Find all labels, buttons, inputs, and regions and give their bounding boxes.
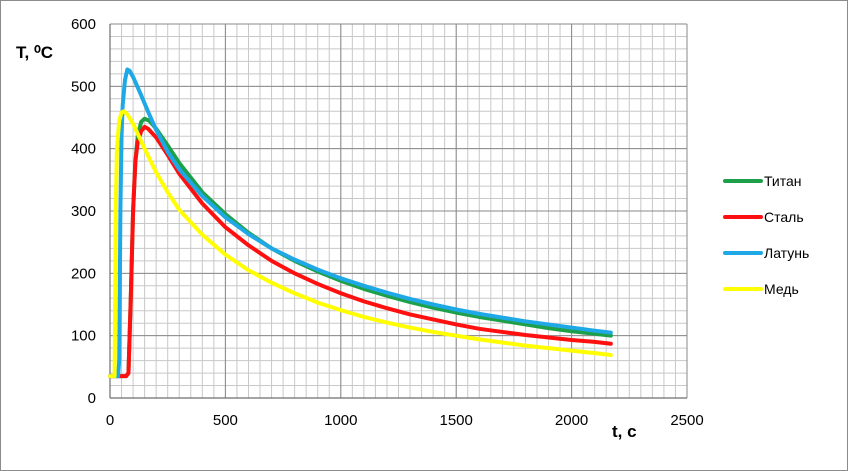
major-gridlines — [109, 23, 688, 399]
axes — [109, 24, 687, 399]
y-tick-label: 500 — [71, 78, 96, 95]
x-tick-label: 0 — [106, 412, 114, 429]
x-tick-label: 500 — [213, 412, 238, 429]
x-tick-label: 2500 — [670, 412, 703, 429]
legend: Титан Сталь Латунь Медь — [723, 173, 809, 297]
x-tick-label: 1000 — [324, 412, 357, 429]
legend-label: Сталь — [764, 209, 804, 225]
series-line — [108, 109, 613, 379]
y-tick-label: 400 — [71, 141, 96, 158]
x-axis-title: t, с — [612, 422, 637, 441]
legend-label: Латунь — [764, 245, 809, 261]
x-tick-labels: 0 500 1000 1500 2000 2500 — [106, 412, 704, 429]
series-line — [108, 67, 613, 379]
y-tick-labels: 0 100 200 300 400 500 600 — [71, 16, 96, 407]
legend-label: Медь — [764, 281, 799, 297]
legend-label: Титан — [764, 173, 802, 189]
series-line — [108, 124, 613, 379]
y-axis-title: T, ⁰C — [16, 43, 53, 62]
series-lines — [108, 67, 613, 379]
x-tick-label: 2000 — [555, 412, 588, 429]
y-tick-label: 200 — [71, 265, 96, 282]
y-tick-label: 0 — [88, 390, 96, 407]
y-tick-label: 300 — [71, 203, 96, 220]
x-tick-label: 1500 — [440, 412, 473, 429]
y-tick-label: 600 — [71, 16, 96, 33]
y-tick-label: 100 — [71, 328, 96, 345]
